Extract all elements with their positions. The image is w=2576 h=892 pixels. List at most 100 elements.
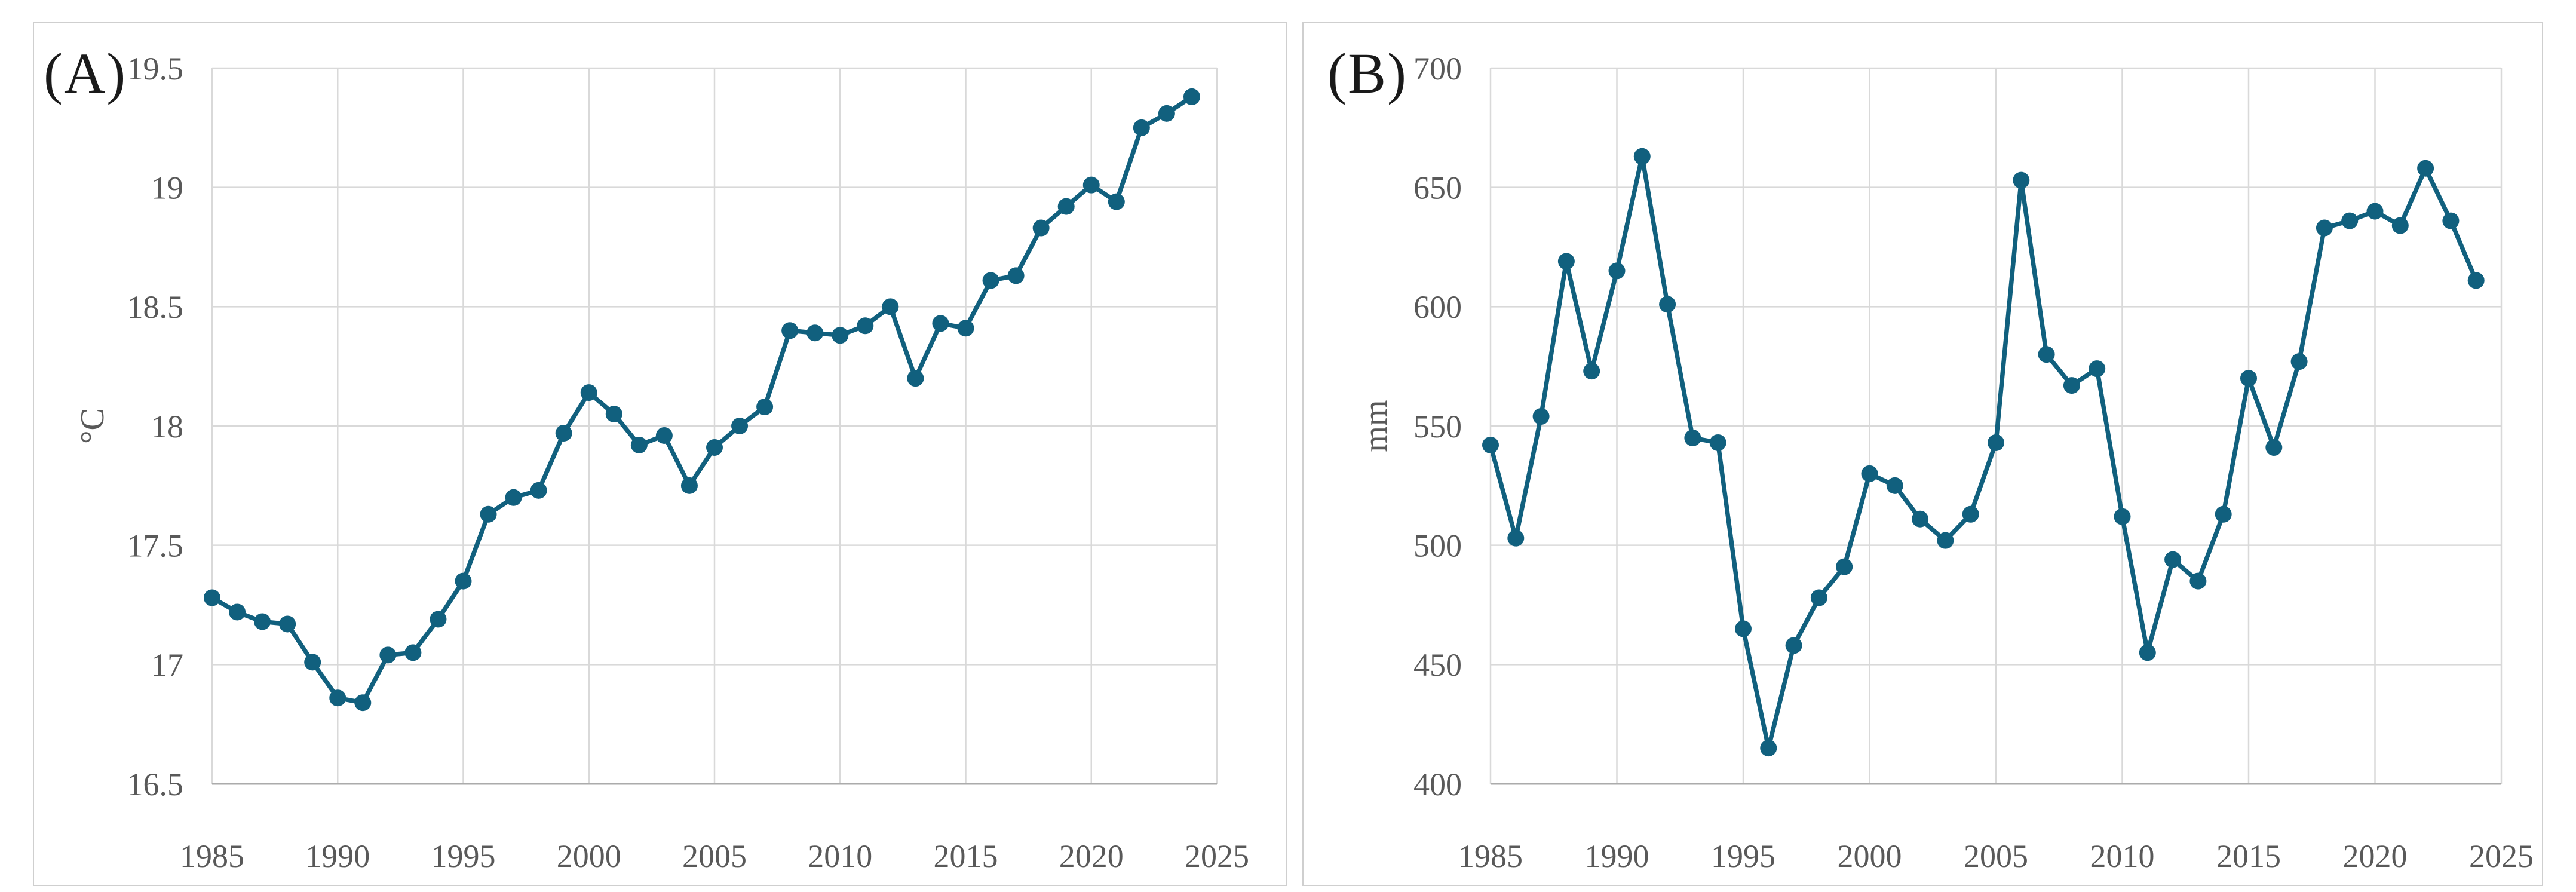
data-series-line <box>1488 154 2479 750</box>
data-point <box>2467 272 2485 289</box>
data-point <box>1108 193 1125 210</box>
data-point <box>379 646 397 664</box>
data-point <box>1760 740 1777 757</box>
y-tick-label: 650 <box>1413 170 1462 206</box>
data-point <box>2442 212 2460 229</box>
data-series-line <box>210 94 1194 705</box>
data-point <box>1183 88 1200 105</box>
data-point <box>2139 644 2156 661</box>
data-point <box>354 694 372 712</box>
data-point <box>2366 203 2384 220</box>
data-point <box>1962 505 1979 523</box>
x-tick-label: 2005 <box>1964 838 2028 874</box>
y-tick-label: 16.5 <box>127 767 184 802</box>
data-point <box>279 615 296 633</box>
data-point <box>1557 253 1575 270</box>
x-tick-label: 2020 <box>2343 838 2408 874</box>
x-tick-label: 2000 <box>557 838 621 874</box>
y-tick-label: 400 <box>1413 767 1462 802</box>
x-tick-label: 1995 <box>1711 838 1775 874</box>
data-point <box>932 315 949 332</box>
data-point <box>1659 296 1676 313</box>
x-tick-label: 1990 <box>1585 838 1649 874</box>
data-point <box>1785 637 1802 654</box>
x-tick-label: 1995 <box>431 838 496 874</box>
data-point <box>1633 148 1651 165</box>
data-point <box>204 589 220 606</box>
data-point <box>731 418 749 434</box>
data-point <box>756 399 774 416</box>
x-tick-label: 1985 <box>180 838 244 874</box>
x-tick-label: 1985 <box>1458 838 1523 874</box>
x-tick-label: 2010 <box>808 838 872 874</box>
data-point <box>1507 529 1525 547</box>
data-point <box>1988 434 2004 451</box>
panel-a-plot: 19.5 19 18.5 18 17.5 17 16.5 1985 1990 1995 2000 20… <box>127 51 1250 874</box>
data-point <box>1133 119 1150 136</box>
data-point <box>1709 434 1726 451</box>
data-point <box>2316 219 2333 237</box>
data-point <box>2265 439 2283 456</box>
data-point <box>957 320 974 337</box>
data-point <box>1886 477 1903 494</box>
data-point <box>605 406 622 423</box>
data-point <box>505 489 522 506</box>
panel-a-temperature-chart: (A) °C 19.5 19 18.5 18 17.5 17 16.5 1985 1990 199… <box>33 22 1287 886</box>
data-point <box>2038 346 2055 363</box>
data-point <box>1583 363 1600 380</box>
data-point <box>1836 558 1853 575</box>
data-point <box>404 644 422 661</box>
panel-a-label: (A) <box>44 41 127 105</box>
data-point <box>1532 408 1550 425</box>
data-point <box>1158 105 1175 122</box>
x-tick-label: 2020 <box>1059 838 1124 874</box>
data-point <box>530 482 547 499</box>
data-point <box>304 654 321 671</box>
data-point <box>1007 267 1025 284</box>
x-tick-label: 1990 <box>305 838 370 874</box>
data-point <box>1482 436 1499 453</box>
data-point <box>781 322 799 339</box>
data-point <box>1608 262 1626 280</box>
data-point <box>1937 532 1954 549</box>
data-point <box>1082 176 1100 194</box>
data-point <box>1861 465 1878 482</box>
data-point <box>229 603 246 621</box>
y-tick-label: 19 <box>151 170 183 206</box>
y-tick-label: 550 <box>1413 409 1462 445</box>
data-point <box>580 384 597 401</box>
data-point <box>1912 510 1929 528</box>
data-point <box>706 439 723 456</box>
y-tick-label: 450 <box>1413 647 1462 683</box>
data-point <box>480 505 497 523</box>
data-point <box>430 611 447 628</box>
data-point <box>1684 429 1701 446</box>
panel-b-precipitation-chart: (B) mm 700 650 600 550 500 450 400 1985 1990 1995… <box>1302 22 2543 886</box>
data-point <box>254 613 271 630</box>
data-point <box>329 689 346 707</box>
data-point <box>655 427 673 444</box>
data-point <box>907 370 924 387</box>
data-point <box>2063 377 2080 394</box>
x-tick-label: 2005 <box>682 838 747 874</box>
x-tick-label: 2015 <box>934 838 998 874</box>
data-point <box>2215 505 2232 523</box>
x-tick-label: 2025 <box>2469 838 2534 874</box>
data-point <box>2164 551 2182 568</box>
panel-b-label: (B) <box>1327 41 1407 105</box>
x-tick-label: 2015 <box>2216 838 2281 874</box>
data-point <box>455 572 472 590</box>
data-point <box>2290 353 2308 370</box>
data-point <box>832 327 849 344</box>
data-point <box>2013 171 2030 189</box>
data-point <box>882 298 899 315</box>
data-point <box>2089 360 2106 378</box>
x-tick-label: 2010 <box>2090 838 2155 874</box>
data-point <box>1057 198 1075 215</box>
y-tick-label: 600 <box>1413 289 1462 325</box>
panel-b-plot: 700 650 600 550 500 450 400 1985 1990 1995 2000 200… <box>1413 51 2534 874</box>
data-point <box>2114 508 2131 525</box>
data-point <box>1810 589 1827 606</box>
data-point <box>2417 160 2434 177</box>
